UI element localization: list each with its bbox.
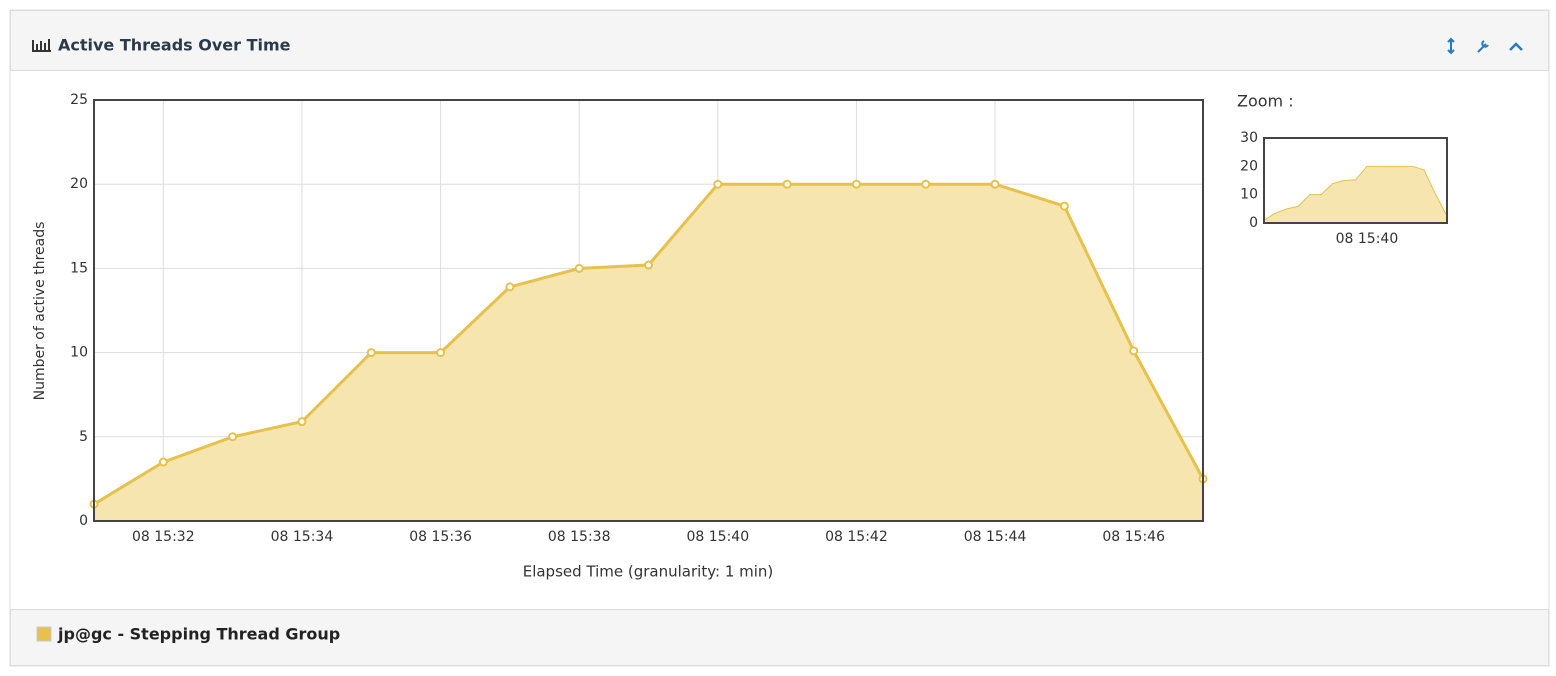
point xyxy=(1059,201,1069,211)
y-tick-label: 20 xyxy=(1240,158,1258,174)
point xyxy=(644,260,653,270)
plot-frame xyxy=(93,99,1204,522)
point xyxy=(158,457,168,467)
point xyxy=(366,348,376,358)
point xyxy=(713,179,723,189)
x-tick-label: 08 15:34 xyxy=(271,529,334,545)
y-tick-label: 20 xyxy=(70,176,88,192)
point xyxy=(782,179,792,189)
y-tick-label: 30 xyxy=(1240,130,1258,146)
x-tick-label: 08 15:36 xyxy=(409,529,472,545)
line xyxy=(1263,165,1448,221)
resize-button[interactable] xyxy=(1447,37,1455,55)
y-tick-label: 0 xyxy=(1249,215,1258,231)
y-tick-label: 15 xyxy=(70,260,88,276)
plot-frame xyxy=(1263,137,1448,224)
x-tick-label: 08 15:40 xyxy=(687,529,750,545)
point xyxy=(436,348,446,358)
panel-header xyxy=(10,10,1549,71)
x-axis-title: Elapsed Time (granularity: 1 min) xyxy=(523,563,774,581)
area xyxy=(1264,166,1447,223)
area xyxy=(94,184,1203,521)
y-tick-label: 5 xyxy=(79,429,88,445)
x-tick-label: 08 15:32 xyxy=(132,529,195,545)
y-axis-title: Number of active threads xyxy=(32,222,48,401)
zoom-title: Zoom : xyxy=(1237,92,1294,111)
y-tick-label: 10 xyxy=(70,345,88,361)
legend-swatch xyxy=(36,626,52,642)
point xyxy=(297,417,307,427)
point xyxy=(228,432,238,442)
y-tick-label: 10 xyxy=(1240,187,1258,203)
x-tick-label: 08 15:38 xyxy=(548,529,611,545)
point xyxy=(1129,346,1139,356)
x-tick-label: 08 15:40 xyxy=(1336,231,1399,247)
panel-title: Active Threads Over Time xyxy=(58,36,291,55)
point xyxy=(574,263,584,273)
panel-footer xyxy=(10,609,1549,666)
header-buttons[interactable] xyxy=(1447,37,1523,55)
y-tick-label: 0 xyxy=(79,513,88,529)
x-tick-label: 08 15:42 xyxy=(825,529,888,545)
point xyxy=(921,179,931,189)
x-tick-label: 08 15:46 xyxy=(1102,529,1165,545)
point xyxy=(990,179,1000,189)
point xyxy=(851,179,861,189)
point xyxy=(505,282,515,292)
legend-label[interactable]: jp@gc - Stepping Thread Group xyxy=(57,625,340,644)
collapse-button[interactable] xyxy=(1509,42,1523,51)
chart-icon xyxy=(32,39,51,52)
y-tick-label: 25 xyxy=(70,92,88,108)
x-tick-label: 08 15:44 xyxy=(964,529,1027,545)
settings-button[interactable] xyxy=(1477,40,1489,53)
